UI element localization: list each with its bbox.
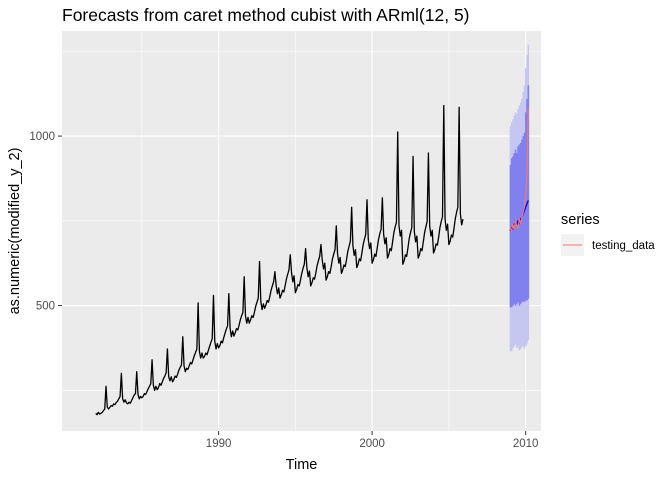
pi80-band [521, 139, 523, 303]
x-axis-label: Time [286, 457, 318, 473]
pi80-band [527, 85, 530, 299]
testing-data-line [509, 108, 529, 233]
legend-label-testing-data: testing_data [592, 240, 655, 252]
legend-title: series [561, 212, 600, 228]
y-tick-label: 500 [36, 301, 55, 313]
y-axis: 500 1000 [29, 131, 62, 313]
grid-minor [62, 31, 541, 431]
x-tick-label: 1990 [206, 438, 232, 450]
series-lines [95, 104, 529, 416]
history-line [95, 104, 464, 416]
x-tick-label: 2010 [513, 438, 539, 450]
plot-panel [62, 31, 541, 431]
pi80-band [523, 132, 526, 303]
pi80-band [522, 136, 525, 302]
y-tick-label: 1000 [29, 131, 55, 143]
pi80-band [512, 156, 514, 306]
chart-title: Forecasts from caret method cubist with … [62, 5, 470, 25]
x-tick-label: 2000 [359, 438, 385, 450]
x-axis: 1990 2000 2010 [206, 431, 539, 450]
pi80-band [514, 149, 517, 306]
y-axis-label: as.numeric(modified_y_2) [7, 148, 23, 315]
pi80-band [526, 98, 528, 301]
pi80-band [518, 144, 521, 306]
pi80-band [509, 164, 512, 308]
legend: series testing_data [561, 212, 655, 256]
pi80-band [510, 158, 513, 308]
pi80-band [516, 153, 518, 304]
